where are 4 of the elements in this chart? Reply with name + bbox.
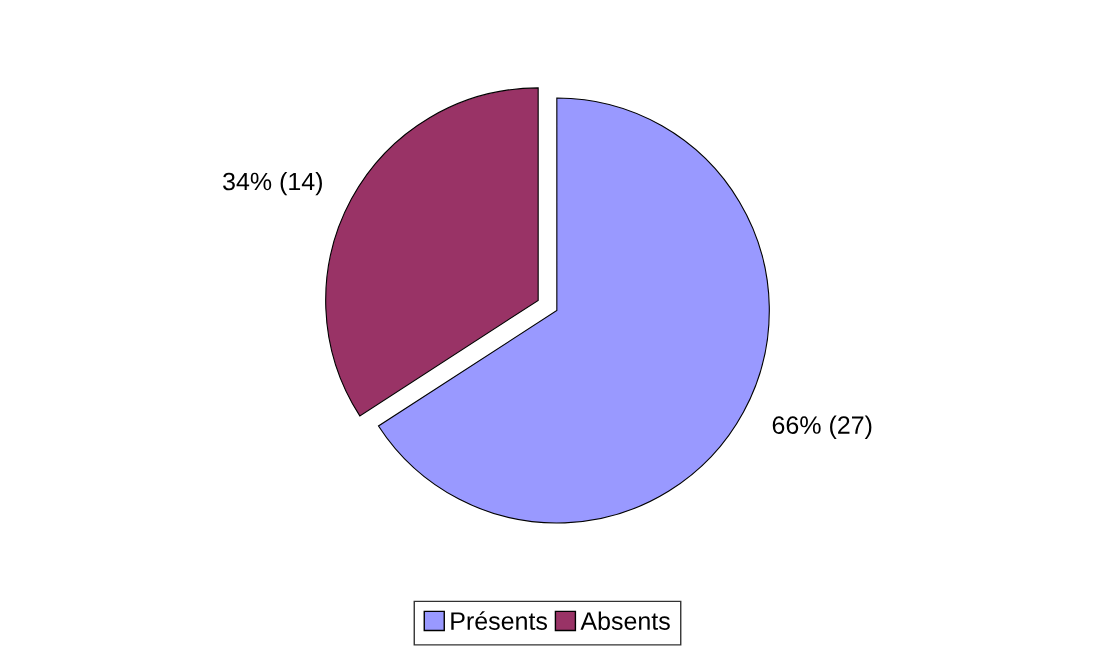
legend-label: Absents bbox=[580, 611, 670, 630]
data-label: 66% (27) bbox=[772, 415, 872, 439]
legend-label: Présents bbox=[451, 611, 548, 630]
data-label: 34% (14) bbox=[223, 171, 322, 196]
